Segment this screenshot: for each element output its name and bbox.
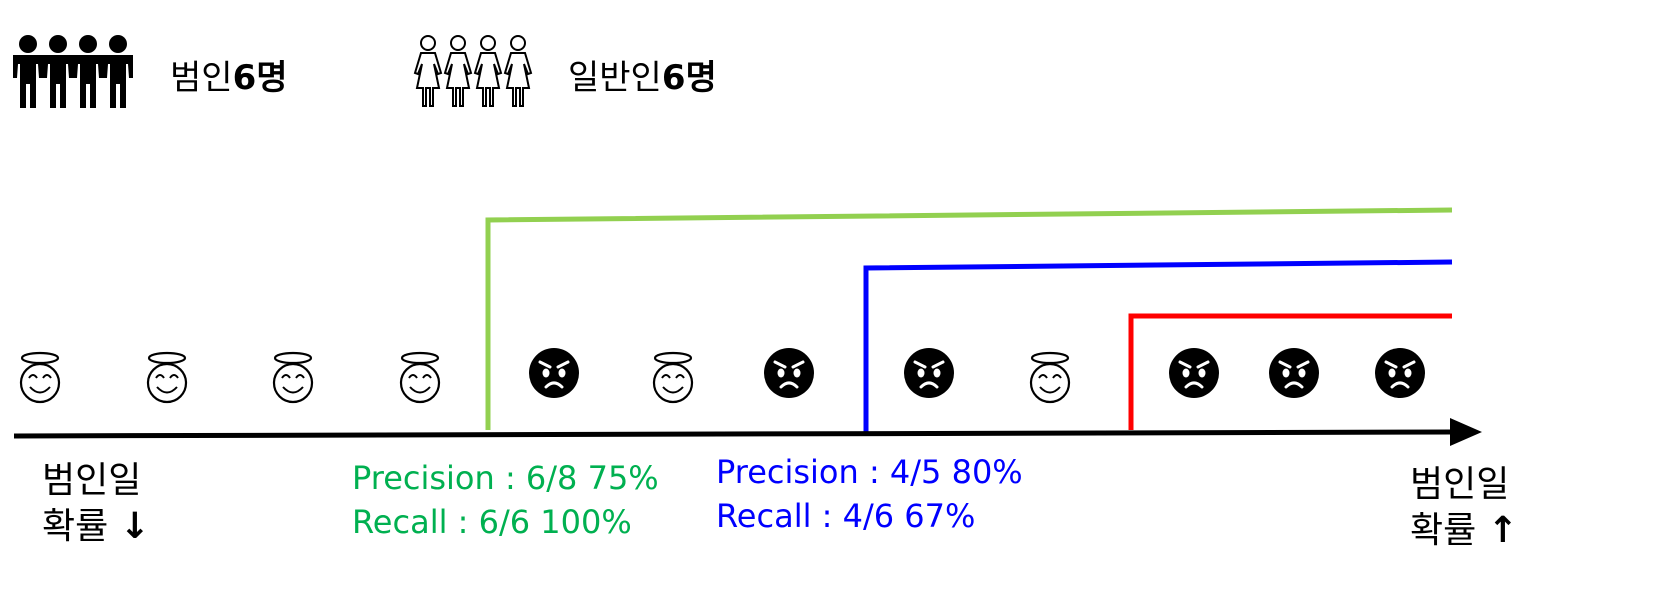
smiling-face-with-halo-icon [652,351,694,404]
axis-label-high: 범인일 확률 ↑ [1410,462,1518,554]
threshold-line-red [1128,313,1452,430]
smiling-face-with-halo-icon [399,351,441,404]
smiling-face-with-halo-icon [19,351,61,404]
down-arrow-icon: ↓ [119,506,150,547]
up-arrow-icon: ↑ [1487,510,1518,551]
axis-label-low: 범인일 확률 ↓ [42,458,150,550]
axis-label-low-line1: 범인일 [42,460,142,501]
angry-face-icon [527,346,581,400]
axis-label-high-line1: 범인일 [1410,464,1510,505]
blue-threshold-metrics: Precision : 4/5 80% Recall : 4/6 67% [716,450,1023,538]
blue-recall: Recall : 4/6 67% [716,497,976,535]
angry-face-icon [1167,346,1221,400]
criminal-count: 6명 [232,58,288,98]
angry-face-icon [902,346,956,400]
green-precision: Precision : 6/8 75% [352,459,659,497]
angry-face-icon [1267,346,1321,400]
criminal-label: 범인 [170,58,233,98]
threshold-line-green [485,207,1453,430]
criminal-legend-label: 범인6명 [170,50,288,99]
angry-face-icon [1373,346,1427,400]
normal-count: 6명 [661,58,717,98]
blue-precision: Precision : 4/5 80% [716,453,1023,491]
normal-label: 일반인 [568,58,662,98]
angry-face-icon [762,346,816,400]
axis-label-low-line2: 확률 [42,506,109,547]
green-threshold-metrics: Precision : 6/8 75% Recall : 6/6 100% [352,456,659,544]
normal-legend-label: 일반인6명 [568,50,717,99]
threshold-line-blue [863,259,1453,432]
smiling-face-with-halo-icon [272,351,314,404]
person-sequence [19,346,1427,404]
axis-label-high-line2: 확률 [1410,510,1477,551]
criminal-group-icon [13,35,133,108]
smiling-face-with-halo-icon [1029,351,1071,404]
normal-person-group-icon [414,35,532,107]
probability-axis [13,418,1482,446]
smiling-face-with-halo-icon [146,351,188,404]
green-recall: Recall : 6/6 100% [352,503,632,541]
